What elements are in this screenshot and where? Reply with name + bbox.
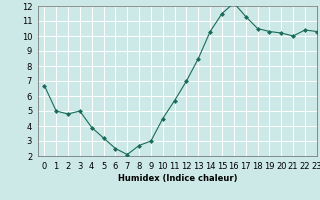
X-axis label: Humidex (Indice chaleur): Humidex (Indice chaleur) [118, 174, 237, 183]
